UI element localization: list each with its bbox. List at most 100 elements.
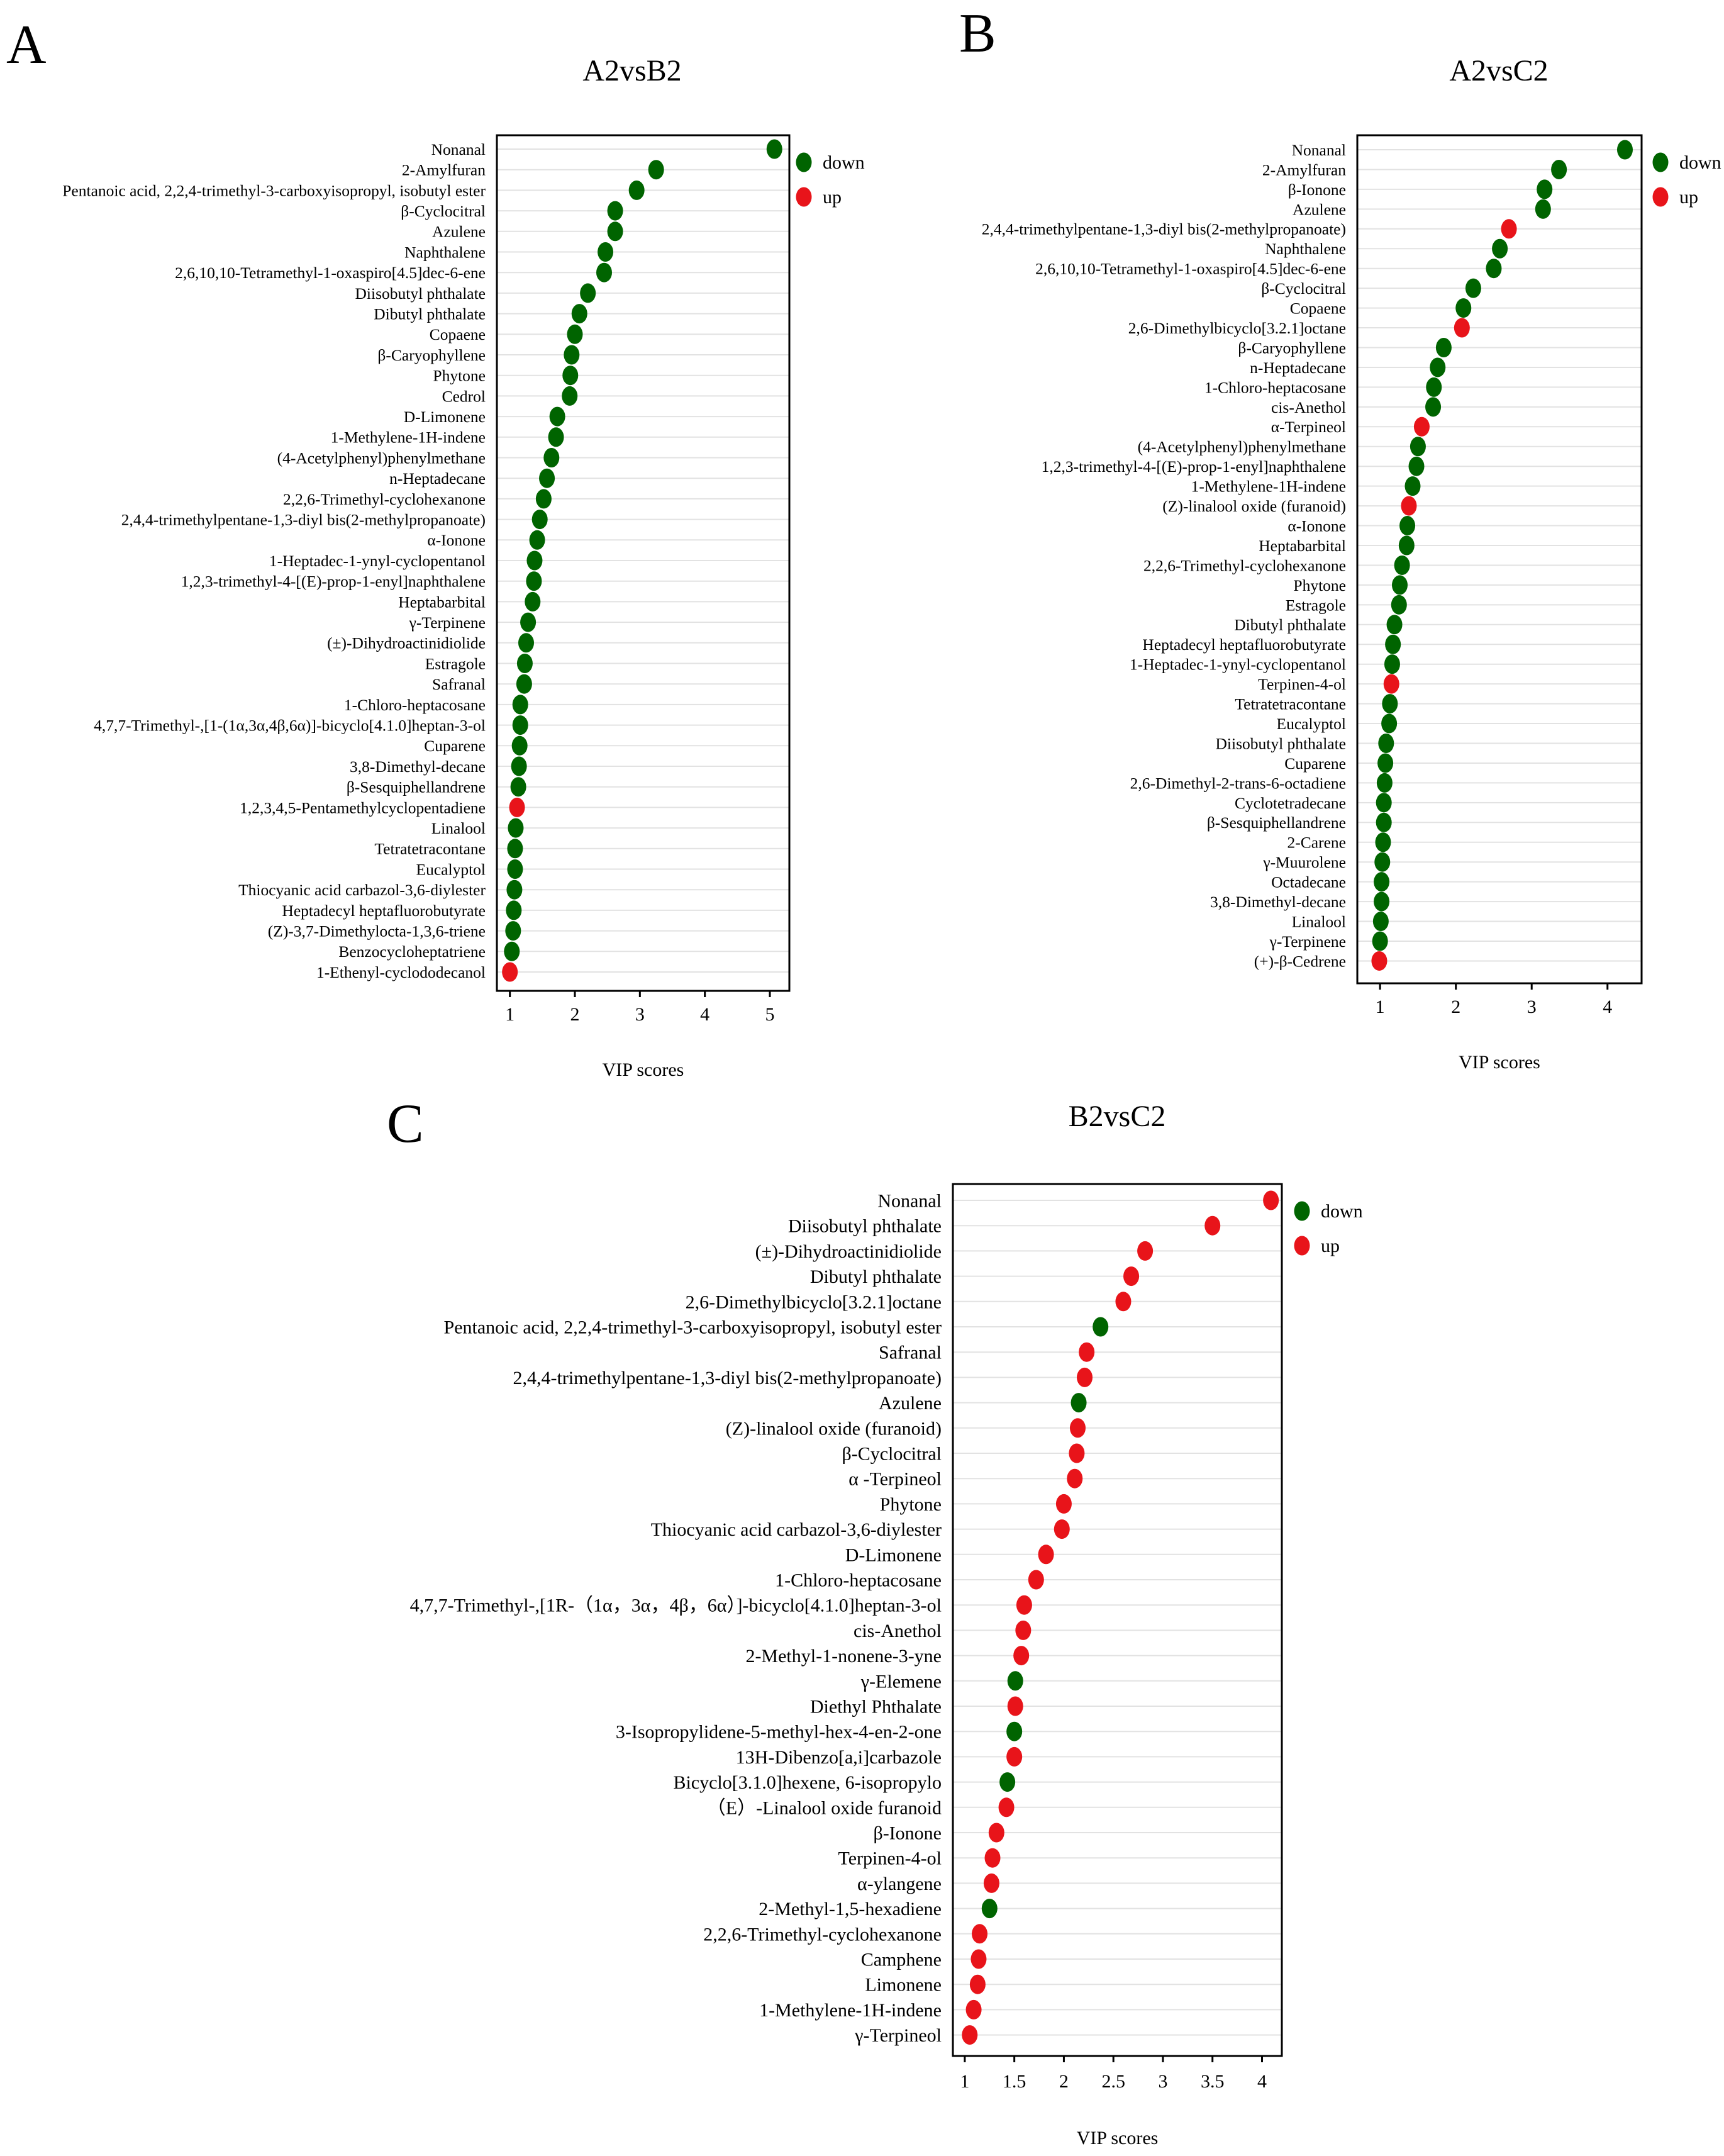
category-label: 13H-Dibenzo[a,i]carbazole — [736, 1747, 942, 1768]
category-label: Diisobutyl phthalate — [1215, 734, 1346, 752]
panel-a: A A2vsB2 Nonanal 2-Amylfuran Pentanoic acid,… — [6, 14, 865, 1080]
data-point-up — [983, 1873, 999, 1893]
legend-marker-up — [796, 187, 812, 207]
data-point-down — [1430, 357, 1446, 377]
category-label: Nonanal — [1292, 141, 1346, 159]
x-tick-label: 4 — [1257, 2071, 1267, 2092]
data-point-up — [1054, 1519, 1070, 1539]
x-axis-label: VIP scores — [603, 1059, 684, 1080]
category-label: β-Cyclocitral — [401, 202, 486, 220]
category-label: (Z)-linalool oxide (furanoid) — [1162, 497, 1346, 515]
data-point-up — [1015, 1620, 1032, 1640]
category-label: γ-Elemene — [860, 1671, 942, 1692]
category-label: 2,2,6-Trimethyl-cyclohexanone — [1143, 556, 1346, 574]
category-label: γ-Muurolene — [1262, 853, 1346, 871]
data-point-down — [525, 591, 541, 612]
plot-frame — [952, 1183, 1283, 2057]
category-label: 1-Chloro-heptacosane — [775, 1570, 942, 1591]
data-point-up — [1413, 416, 1430, 437]
category-label: Cuparene — [1284, 754, 1346, 773]
category-label: (4-Acetylphenyl)phenylmethane — [1138, 438, 1346, 456]
category-label: 1-Chloro-heptacosane — [344, 696, 486, 714]
category-label: Eucalyptol — [416, 860, 486, 878]
category-label: Azulene — [432, 223, 486, 241]
category-label: Phytone — [1293, 576, 1346, 595]
category-label: （E）-Linalool oxide furanoid — [707, 1797, 942, 1818]
data-point-up — [1069, 1418, 1086, 1438]
category-label: n-Heptadecane — [1250, 359, 1346, 377]
legend: down up — [1652, 152, 1721, 208]
category-label: Heptadecyl heptafluorobutyrate — [1142, 635, 1346, 654]
category-label: Dibutyl phthalate — [1234, 616, 1346, 634]
category-label: 2,6-Dimethylbicyclo[3.2.1]octane — [686, 1292, 942, 1312]
category-label: Pentanoic acid, 2,2,4-trimethyl-3-carbox… — [62, 181, 486, 199]
data-point-up — [984, 1848, 1001, 1868]
data-point-down — [1376, 773, 1393, 793]
data-point-down — [1006, 1721, 1023, 1741]
data-point-down — [512, 715, 528, 735]
category-label: 1-Ethenyl-cyclododecanol — [316, 963, 486, 981]
category-label: Cuparene — [424, 737, 486, 755]
category-label: Cyclotetradecane — [1235, 794, 1346, 812]
data-point-down — [535, 489, 552, 509]
legend-marker-down — [1294, 1201, 1310, 1221]
data-point-down — [1374, 891, 1390, 912]
category-label: 1-Heptadec-1-ynyl-cyclopentanol — [1130, 656, 1346, 674]
x-tick-label: 3 — [1527, 997, 1537, 1017]
category-label: β-Ionone — [1288, 181, 1346, 199]
data-point-up — [1383, 674, 1399, 694]
chart-title: B2vsC2 — [1069, 1100, 1166, 1133]
data-point-down — [1382, 694, 1398, 714]
data-point-down — [1535, 199, 1551, 219]
category-label: Safranal — [879, 1343, 942, 1363]
category-label: Naphthalene — [1265, 240, 1346, 258]
category-label: β-Cyclocitral — [842, 1444, 942, 1465]
category-label: Copaene — [1290, 299, 1346, 318]
data-point-down — [1375, 832, 1391, 852]
category-label: Safranal — [432, 675, 486, 693]
data-point-down — [531, 510, 548, 530]
category-label: 4,7,7-Trimethyl-,[1R-（1α，3α，4β，6α）]-bicy… — [410, 1595, 942, 1616]
data-point-down — [999, 1772, 1016, 1792]
x-tick-label: 4 — [700, 1004, 709, 1025]
data-point-up — [1069, 1443, 1085, 1463]
category-label: 1,2,3,4,5-Pentamethylcyclopentadiene — [240, 798, 486, 817]
category-label: γ-Terpinene — [409, 613, 486, 632]
category-label: α -Terpineol — [848, 1469, 942, 1490]
data-point-up — [509, 797, 525, 817]
data-point-down — [1376, 793, 1392, 813]
legend-label-down: down — [1321, 1201, 1363, 1222]
category-label: 2,2,6-Trimethyl-cyclohexanone — [283, 490, 486, 508]
category-label: 1-Methylene-1H-indene — [331, 428, 486, 447]
data-point-down — [1435, 338, 1452, 357]
category-label: 4,7,7-Trimethyl-,[1-(1α,3α,4β,6α)]-bicyc… — [94, 717, 486, 735]
data-point-down — [1404, 476, 1421, 496]
x-axis-label: VIP scores — [1077, 2128, 1159, 2148]
x-tick-label: 4 — [1603, 997, 1612, 1017]
data-point-down — [1394, 555, 1410, 575]
data-point-down — [1486, 259, 1502, 279]
category-label: 2-Methyl-1,5-hexadiene — [759, 1899, 942, 1919]
data-point-down — [549, 406, 565, 427]
data-point-down — [505, 921, 521, 941]
x-tick-label: 1 — [1376, 997, 1385, 1017]
category-label: (±)-Dihydroactinidiolide — [755, 1241, 942, 1262]
data-point-up — [1371, 951, 1388, 971]
data-point-down — [1386, 615, 1403, 635]
data-point-up — [1055, 1494, 1072, 1514]
data-point-up — [969, 1974, 986, 1994]
category-label: β-Sesquiphellandrene — [1207, 813, 1346, 832]
category-label: β-Cyclocitral — [1261, 279, 1346, 298]
category-label: β-Caryophyllene — [377, 346, 486, 364]
category-label: Diisobutyl phthalate — [355, 284, 486, 303]
category-label: 1-Heptadec-1-ynyl-cyclopentanol — [269, 552, 486, 570]
data-point-down — [548, 427, 564, 447]
category-label: Nonanal — [877, 1191, 942, 1212]
category-label: Tetratetracontane — [374, 840, 486, 858]
data-point-up — [1115, 1292, 1132, 1312]
category-label: Phytone — [433, 367, 486, 385]
data-point-up — [1137, 1241, 1154, 1261]
category-label: cis-Anethol — [1271, 398, 1346, 416]
panel-letter: B — [959, 3, 996, 64]
